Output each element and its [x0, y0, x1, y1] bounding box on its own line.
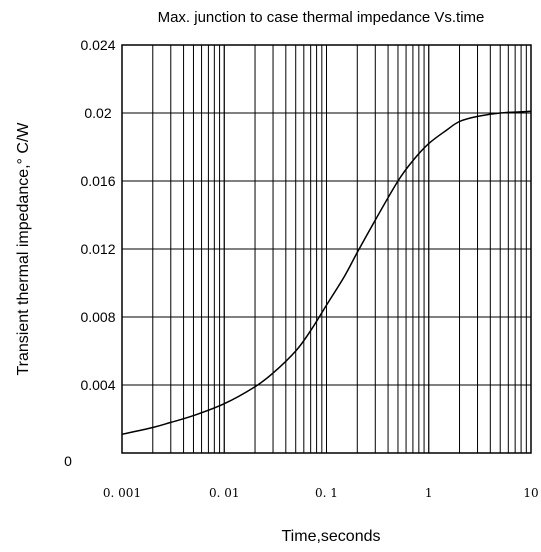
- y-axis-ticks: 0 0.004 0.008 0.012 0.016 0.02 0.024: [64, 37, 116, 469]
- y-axis-label: Transient thermal impedance,° C/W: [15, 122, 32, 376]
- impedance-curve: [121, 110, 532, 436]
- x-axis-ticks: 0. 001 0. 01 0. 1 1 10: [103, 486, 539, 500]
- x-axis-label: Time,seconds: [282, 528, 381, 545]
- x-tick-label: 0. 01: [209, 486, 240, 500]
- x-tick-label: 10: [523, 486, 538, 500]
- chart-title: Max. junction to case thermal impedance …: [158, 9, 485, 26]
- y-tick-label: 0.024: [80, 37, 115, 53]
- x-tick-label: 0. 001: [103, 486, 141, 500]
- curve-layer: [121, 110, 532, 436]
- x-tick-label: 0. 1: [315, 486, 338, 500]
- grid: [121, 44, 532, 454]
- plot-frame: [121, 44, 532, 454]
- y-tick-label: 0: [64, 453, 72, 469]
- y-tick-label: 0.012: [80, 241, 115, 257]
- y-tick-label: 0.02: [84, 105, 111, 121]
- y-tick-label: 0.016: [80, 173, 115, 189]
- y-tick-label: 0.004: [80, 377, 115, 393]
- y-tick-label: 0.008: [80, 309, 115, 325]
- x-tick-label: 1: [425, 486, 433, 500]
